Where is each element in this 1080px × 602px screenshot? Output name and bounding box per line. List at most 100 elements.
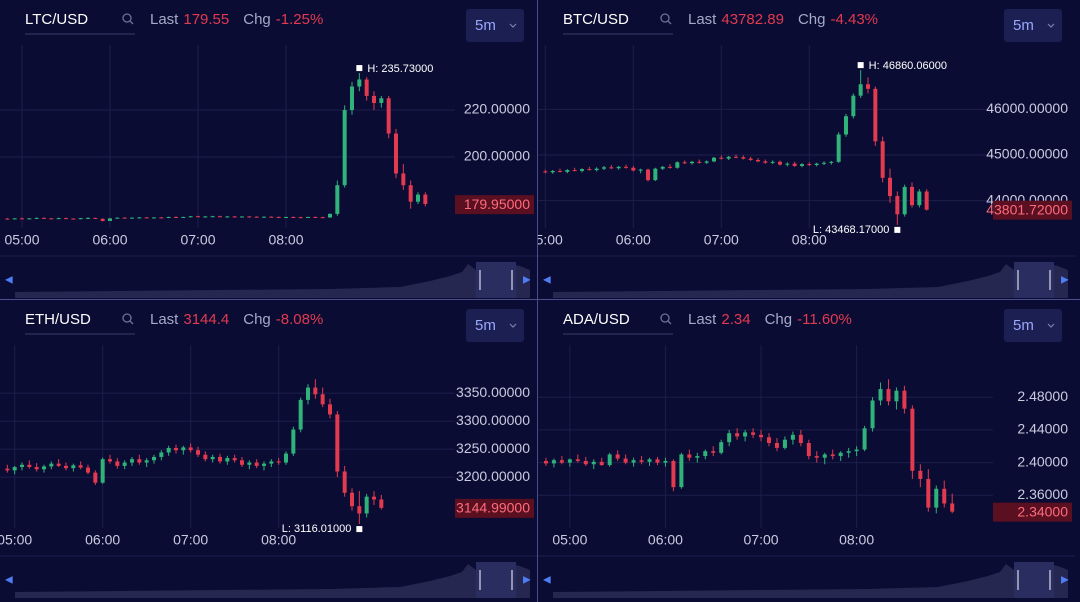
candle-body xyxy=(711,451,716,453)
navigator-handle[interactable] xyxy=(476,262,516,298)
candle-body xyxy=(646,169,650,181)
navigator-handle[interactable] xyxy=(1014,262,1054,298)
high-label: H: 46860.06000 xyxy=(869,60,947,72)
x-tick-label: 05:00 xyxy=(0,532,32,548)
candle-body xyxy=(284,216,288,218)
candle-body xyxy=(27,218,32,220)
candle-body xyxy=(822,162,826,164)
candle-body xyxy=(926,478,931,508)
candle-body xyxy=(306,387,310,400)
candle-body xyxy=(679,454,684,488)
scroll-right[interactable]: ▶ xyxy=(523,275,531,286)
navigator-handle[interactable] xyxy=(1014,562,1054,598)
candle-body xyxy=(181,216,186,218)
candle-body xyxy=(759,434,764,438)
candle-body xyxy=(624,166,628,168)
candle-body xyxy=(423,194,428,205)
candle-body xyxy=(806,442,811,457)
candle-body xyxy=(269,461,274,464)
symbol[interactable]: BTC/USD xyxy=(563,11,629,28)
candle-body xyxy=(364,496,369,514)
candle-body xyxy=(575,459,580,461)
candle-body xyxy=(880,141,885,178)
chg: -4.43% xyxy=(830,11,878,28)
candle-body xyxy=(807,164,812,166)
price-tag-label: 3144.99000 xyxy=(456,500,530,516)
candle-body xyxy=(895,196,900,215)
candle-body xyxy=(247,462,252,465)
x-tick-label: 05:00 xyxy=(552,532,587,548)
search-icon[interactable] xyxy=(660,13,670,23)
search-icon[interactable] xyxy=(122,313,132,323)
scroll-right[interactable]: ▶ xyxy=(1061,275,1069,286)
search-icon[interactable] xyxy=(122,13,132,23)
candle-body xyxy=(638,169,643,171)
candle-body xyxy=(703,451,708,457)
candle-body xyxy=(687,454,692,458)
candle-body xyxy=(873,88,878,142)
candle-body xyxy=(565,170,570,172)
candle-body xyxy=(386,98,391,134)
search-icon[interactable] xyxy=(660,313,670,323)
interval-button[interactable] xyxy=(466,9,524,42)
candle-body xyxy=(800,164,804,166)
candle-body xyxy=(328,404,332,415)
candle-body xyxy=(866,84,870,89)
y-tick-label: 3300.00000 xyxy=(456,412,530,428)
candle-body xyxy=(254,216,259,218)
chevron xyxy=(509,23,517,28)
candle-body xyxy=(623,458,628,463)
scroll-left[interactable]: ◀ xyxy=(5,575,13,586)
candle-body xyxy=(379,499,384,508)
candle-body xyxy=(137,459,142,463)
candle-body xyxy=(846,451,851,453)
interval-button[interactable] xyxy=(1004,9,1062,42)
candle-body xyxy=(631,167,636,171)
scroll-left[interactable]: ◀ xyxy=(5,275,13,286)
scroll-left[interactable]: ◀ xyxy=(543,275,551,286)
y-tick-label: 200.00000 xyxy=(464,148,530,164)
last-label: Last xyxy=(688,311,717,328)
candle-body xyxy=(858,84,863,96)
price-tag xyxy=(455,195,534,215)
interval-button[interactable] xyxy=(1004,309,1062,342)
candle-body xyxy=(814,163,819,166)
candle-body xyxy=(599,461,604,466)
candle-body xyxy=(615,454,620,459)
candle-body xyxy=(93,217,98,219)
candle-body xyxy=(836,134,841,162)
candle-body xyxy=(100,459,105,483)
candle-body xyxy=(543,171,548,173)
candle-body xyxy=(20,464,24,468)
chg-label: Chg xyxy=(765,311,793,328)
candle-body xyxy=(668,166,672,168)
candle-body xyxy=(122,217,127,219)
candle-body xyxy=(712,157,716,162)
candle-body xyxy=(854,449,859,452)
candle-body xyxy=(144,460,149,463)
y-tick-label: 2.36000 xyxy=(1017,486,1068,502)
scroll-right[interactable]: ▶ xyxy=(1061,575,1069,586)
search-icon xyxy=(129,20,134,25)
candle-body xyxy=(888,177,892,197)
symbol[interactable]: ETH/USD xyxy=(25,311,91,328)
candle-body xyxy=(342,110,347,186)
scroll-right[interactable]: ▶ xyxy=(523,575,531,586)
panel-divider xyxy=(0,299,1080,300)
candle-body xyxy=(379,98,384,103)
navigator-area xyxy=(553,562,1068,598)
symbol[interactable]: LTC/USD xyxy=(25,11,88,28)
x-tick-label: 08:00 xyxy=(839,532,874,548)
navigator-handle[interactable] xyxy=(476,562,516,598)
symbol[interactable]: ADA/USD xyxy=(563,311,630,328)
candle-body xyxy=(631,460,636,463)
candle-body xyxy=(247,216,252,218)
candle-body xyxy=(587,169,592,171)
candle-body xyxy=(734,156,738,158)
interval-button[interactable] xyxy=(466,309,524,342)
scroll-left[interactable]: ◀ xyxy=(543,575,551,586)
candle-body xyxy=(350,492,354,507)
candle-body xyxy=(159,217,164,219)
candle-body xyxy=(695,456,700,458)
chevron xyxy=(1047,23,1055,28)
